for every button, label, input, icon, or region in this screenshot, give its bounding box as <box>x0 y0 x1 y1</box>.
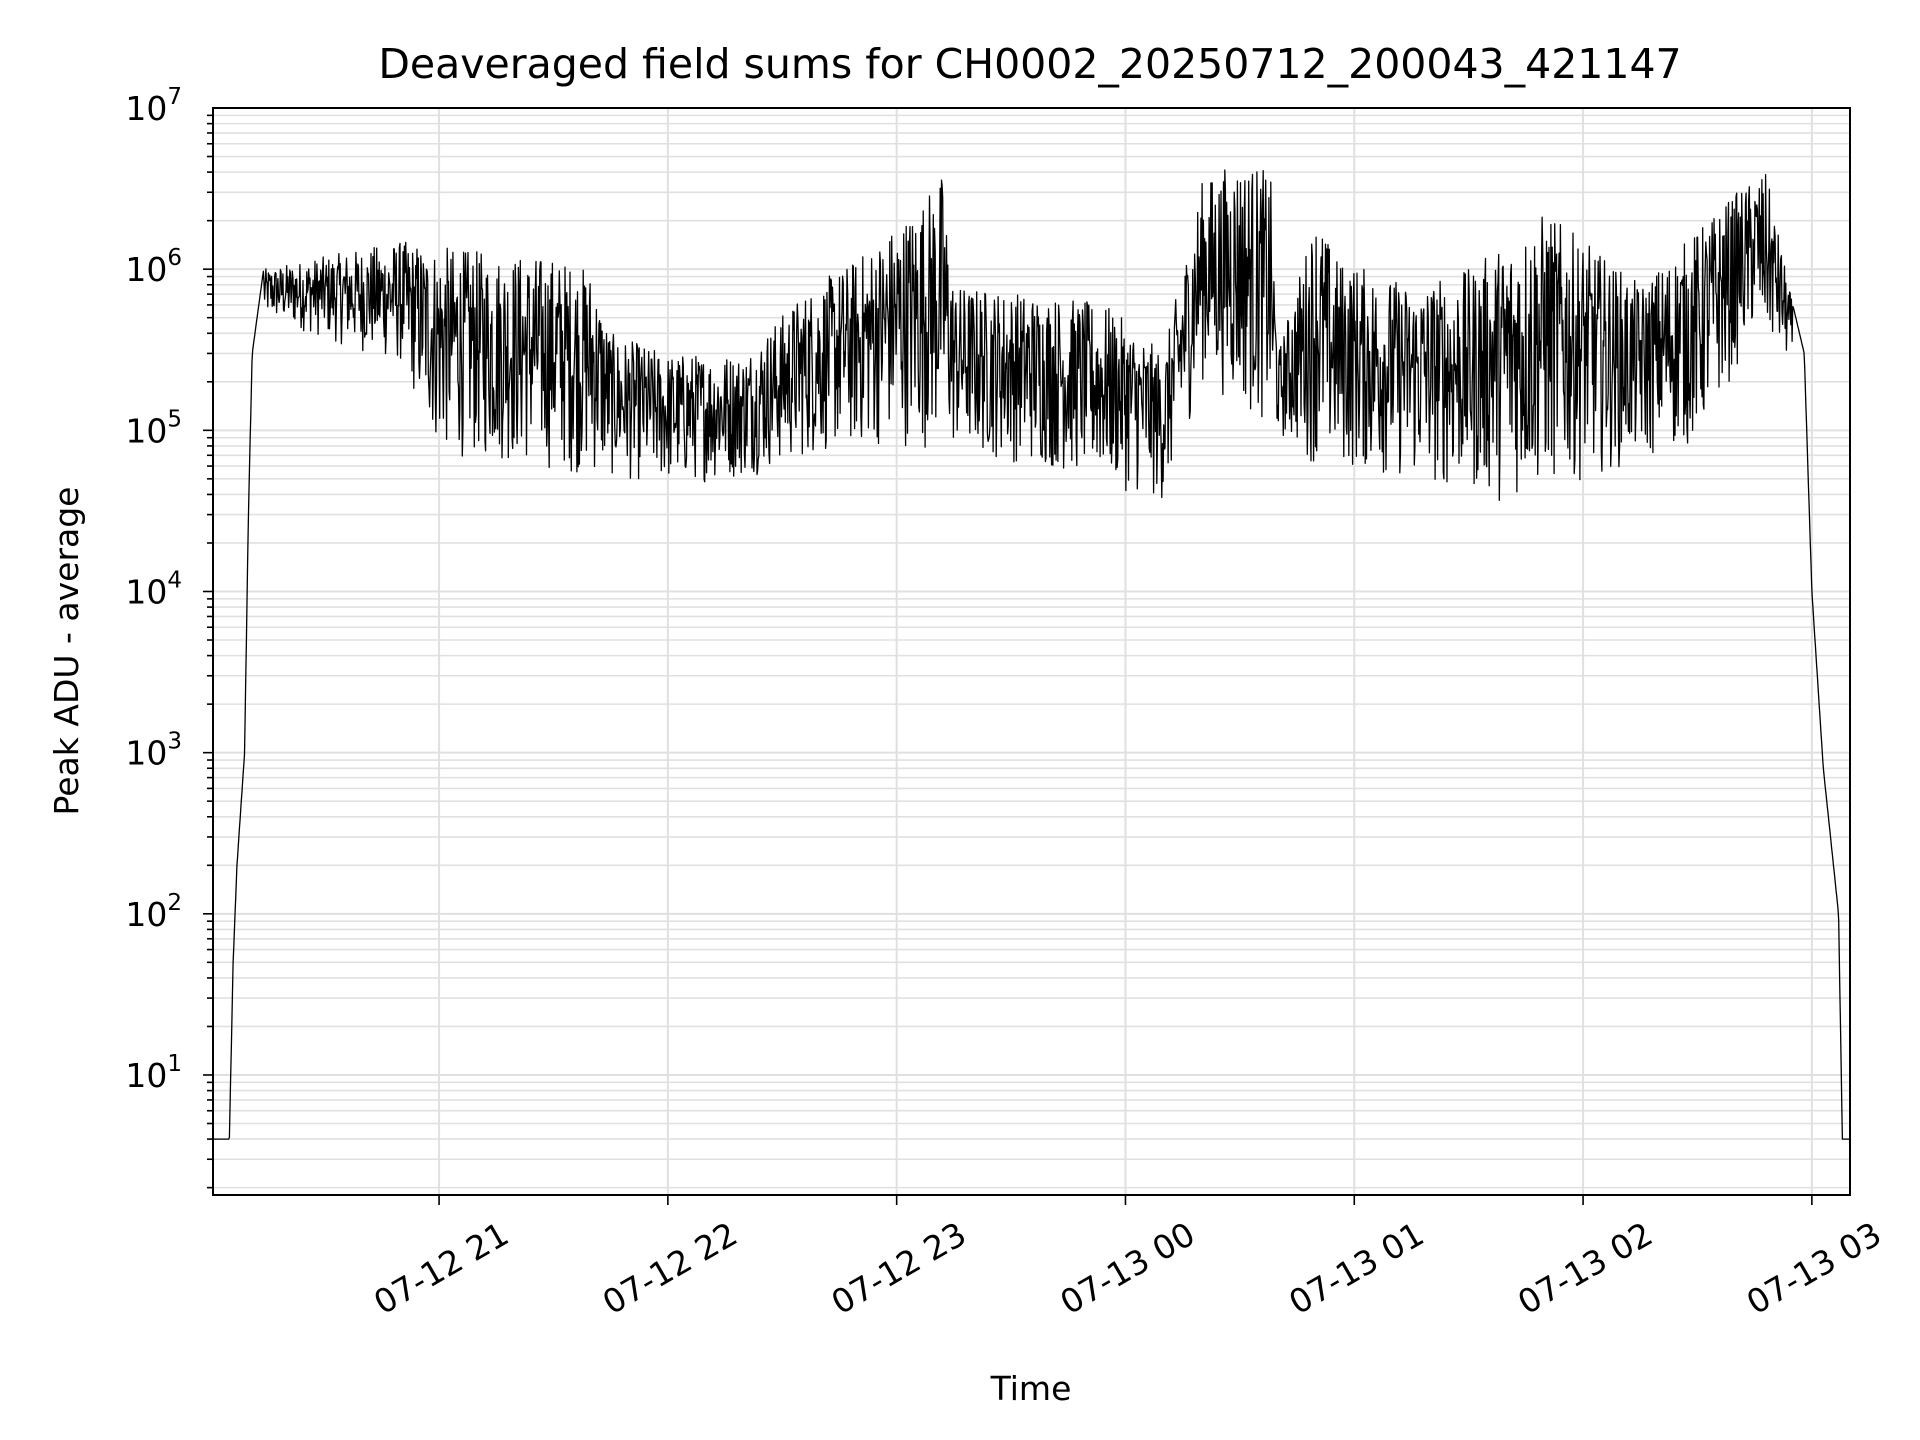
chart-title: Deaveraged field sums for CH0002_2025071… <box>378 40 1681 88</box>
y-tick-base: 10 <box>125 250 167 289</box>
y-tick-label: 105 <box>125 406 182 450</box>
y-tick-label: 107 <box>125 84 182 128</box>
y-tick-base: 10 <box>125 572 167 611</box>
y-tick-exponent: 5 <box>167 406 182 432</box>
x-axis-label: Time <box>990 1369 1072 1408</box>
y-tick-label: 106 <box>125 245 182 289</box>
y-tick-exponent: 2 <box>167 890 182 916</box>
y-tick-base: 10 <box>125 89 167 128</box>
y-tick-label: 103 <box>125 729 182 773</box>
y-tick-exponent: 6 <box>167 245 182 271</box>
y-tick-base: 10 <box>125 1056 167 1095</box>
y-tick-label: 102 <box>125 890 182 934</box>
grid-lines <box>213 108 1850 1195</box>
y-tick-label: 101 <box>125 1051 182 1095</box>
y-tick-label: 104 <box>125 567 182 611</box>
y-tick-base: 10 <box>125 734 167 773</box>
y-tick-exponent: 3 <box>167 729 182 755</box>
y-tick-exponent: 7 <box>167 84 182 110</box>
series-layer <box>212 169 1851 1140</box>
plot-frame <box>212 107 1851 1196</box>
y-tick-base: 10 <box>125 895 167 934</box>
y-axis-label: Peak ADU - average <box>47 487 86 816</box>
y-tick-exponent: 1 <box>167 1051 182 1077</box>
y-tick-base: 10 <box>125 411 167 450</box>
y-tick-exponent: 4 <box>167 567 182 593</box>
series-line <box>212 169 1851 1140</box>
